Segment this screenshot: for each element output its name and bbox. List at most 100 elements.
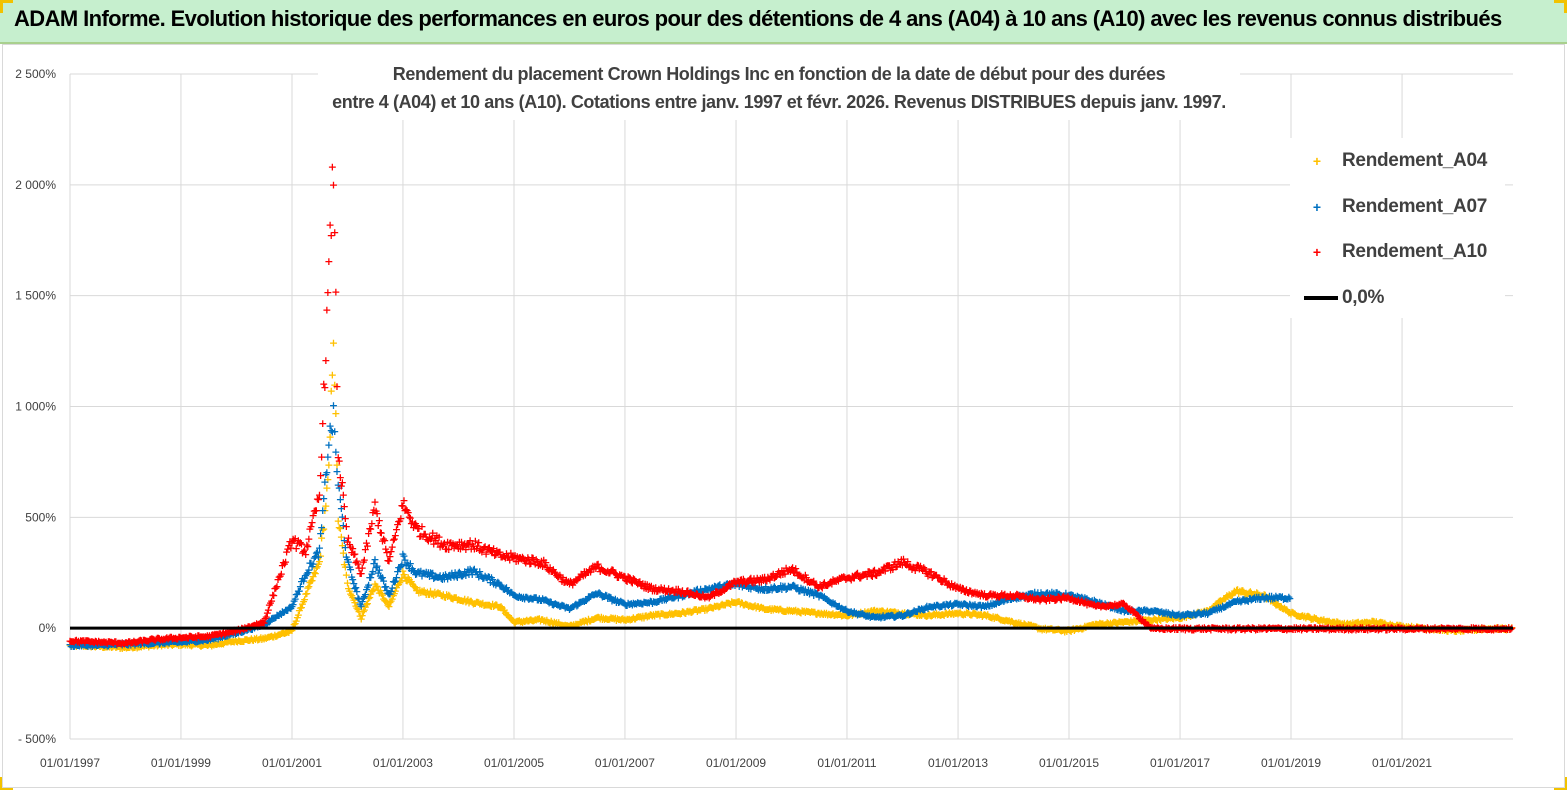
data-point: +	[1126, 614, 1135, 627]
data-point: +	[627, 613, 636, 626]
data-point: +	[619, 614, 628, 627]
data-point: +	[273, 628, 282, 641]
data-point: +	[1059, 624, 1068, 637]
data-point: +	[993, 611, 1002, 624]
data-point: +	[91, 640, 100, 653]
data-point: +	[100, 641, 109, 654]
data-point: +	[315, 542, 324, 555]
data-point: +	[730, 596, 739, 609]
data-point: +	[85, 639, 94, 652]
data-point: +	[523, 615, 532, 628]
data-point: +	[391, 585, 400, 598]
data-point: +	[524, 615, 533, 628]
data-point: +	[396, 575, 405, 588]
data-point: +	[907, 607, 916, 620]
data-point: +	[1093, 618, 1102, 631]
data-point: +	[353, 603, 362, 616]
data-point: +	[169, 638, 178, 651]
data-point: +	[739, 599, 748, 612]
data-point: +	[737, 596, 746, 609]
data-point: +	[147, 639, 156, 652]
data-point: +	[927, 610, 936, 623]
data-point: +	[486, 600, 495, 613]
data-point: +	[1110, 615, 1119, 628]
data-point: +	[548, 617, 557, 630]
data-point: +	[722, 597, 731, 610]
data-point: +	[981, 609, 990, 622]
data-point: +	[69, 638, 78, 651]
data-point: +	[601, 612, 610, 625]
data-point: +	[478, 597, 487, 610]
data-point: +	[318, 523, 327, 536]
data-point: +	[611, 612, 620, 625]
data-point: +	[795, 606, 804, 619]
data-point: +	[1176, 612, 1185, 625]
data-point: +	[97, 639, 106, 652]
data-point: +	[192, 637, 201, 650]
data-point: +	[652, 608, 661, 621]
data-point: +	[682, 605, 691, 618]
series-Rendement_A04: ++++++++++++++++++++++++++++++++++++++++…	[65, 336, 1516, 655]
data-point: +	[173, 637, 182, 650]
data-point: +	[316, 469, 325, 482]
data-point: +	[520, 615, 529, 628]
data-point: +	[789, 604, 798, 617]
data-point: +	[580, 615, 589, 628]
legend-label-a07: Rendement_A07	[1342, 196, 1487, 218]
data-point: +	[1049, 623, 1058, 636]
data-point: +	[162, 638, 171, 651]
data-point: +	[904, 608, 913, 621]
data-point: +	[522, 614, 531, 627]
data-point: +	[774, 603, 783, 616]
data-point: +	[1152, 614, 1161, 627]
data-point: +	[840, 608, 849, 621]
data-point: +	[508, 614, 517, 627]
data-point: +	[492, 599, 501, 612]
data-point: +	[842, 609, 851, 622]
data-point: +	[280, 627, 289, 640]
data-point: +	[667, 607, 676, 620]
data-point: +	[1170, 611, 1179, 624]
data-point: +	[770, 602, 779, 615]
data-point: +	[990, 612, 999, 625]
data-point: +	[143, 639, 152, 652]
data-point: +	[764, 603, 773, 616]
data-point: +	[282, 626, 291, 639]
data-point: +	[191, 638, 200, 651]
data-point: +	[529, 614, 538, 627]
data-point: +	[462, 594, 471, 607]
data-point: +	[911, 607, 920, 620]
data-point: +	[1153, 614, 1162, 627]
data-point: +	[851, 607, 860, 620]
data-point: +	[649, 608, 658, 621]
data-point: +	[227, 635, 236, 648]
data-point: +	[426, 585, 435, 598]
data-point: +	[700, 604, 709, 617]
data-point: +	[583, 615, 592, 628]
data-point: +	[1000, 615, 1009, 628]
data-point: +	[859, 607, 868, 620]
data-point: +	[518, 616, 527, 629]
data-point: +	[122, 642, 131, 655]
data-point: +	[922, 610, 931, 623]
data-point: +	[928, 609, 937, 622]
data-point: +	[862, 606, 871, 619]
data-point: +	[906, 608, 915, 621]
data-point: +	[1105, 618, 1114, 631]
x-tick-label: 01/01/1997	[40, 756, 100, 770]
data-point: +	[386, 594, 395, 607]
data-point: +	[1094, 618, 1103, 631]
data-point: +	[320, 504, 329, 517]
data-point: +	[332, 380, 341, 393]
data-point: +	[463, 593, 472, 606]
data-point: +	[860, 605, 869, 618]
data-point: +	[195, 639, 204, 652]
data-point: +	[393, 578, 402, 591]
data-point: +	[1100, 618, 1109, 631]
data-point: +	[427, 587, 436, 600]
data-point: +	[398, 564, 407, 577]
data-point: +	[540, 614, 549, 627]
data-point: +	[532, 614, 541, 627]
data-point: +	[242, 633, 251, 646]
data-point: +	[745, 599, 754, 612]
